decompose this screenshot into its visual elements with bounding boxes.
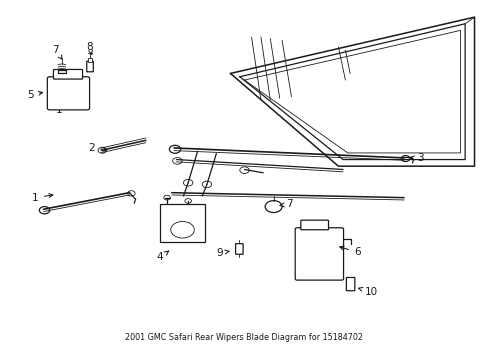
- Text: 7: 7: [280, 199, 292, 209]
- FancyBboxPatch shape: [87, 58, 92, 62]
- FancyBboxPatch shape: [300, 220, 328, 230]
- Text: 6: 6: [339, 246, 360, 257]
- Text: 2001 GMC Safari Rear Wipers Blade Diagram for 15184702: 2001 GMC Safari Rear Wipers Blade Diagra…: [125, 333, 363, 342]
- FancyBboxPatch shape: [53, 69, 82, 79]
- FancyBboxPatch shape: [346, 278, 354, 291]
- FancyBboxPatch shape: [47, 77, 89, 110]
- FancyBboxPatch shape: [86, 61, 93, 72]
- Text: 4: 4: [156, 251, 168, 262]
- Text: 10: 10: [358, 287, 377, 297]
- Text: 2: 2: [88, 143, 106, 153]
- Text: 5: 5: [27, 90, 42, 100]
- Text: 3: 3: [409, 153, 423, 163]
- Text: 7: 7: [52, 45, 62, 59]
- Text: 9: 9: [216, 248, 228, 258]
- Text: 1: 1: [32, 193, 53, 203]
- FancyBboxPatch shape: [58, 70, 65, 73]
- FancyBboxPatch shape: [160, 204, 204, 242]
- FancyBboxPatch shape: [295, 228, 343, 280]
- FancyBboxPatch shape: [235, 244, 243, 254]
- Text: 8: 8: [86, 42, 93, 55]
